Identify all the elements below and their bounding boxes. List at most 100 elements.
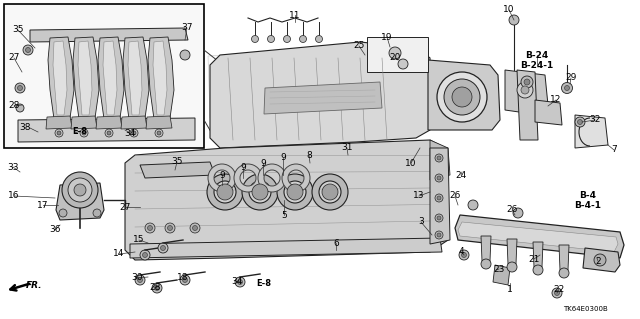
Polygon shape (455, 215, 624, 258)
Circle shape (55, 129, 63, 137)
Circle shape (161, 246, 166, 250)
Polygon shape (48, 37, 74, 119)
Text: 30: 30 (131, 273, 143, 283)
Text: 18: 18 (177, 273, 189, 283)
Circle shape (459, 250, 469, 260)
Text: 26: 26 (449, 191, 461, 201)
Polygon shape (53, 41, 67, 115)
Circle shape (16, 104, 24, 112)
Circle shape (252, 184, 268, 200)
Polygon shape (535, 100, 562, 125)
Polygon shape (130, 238, 442, 258)
Circle shape (437, 176, 441, 180)
Circle shape (180, 275, 190, 285)
Circle shape (398, 59, 408, 69)
Polygon shape (575, 115, 608, 148)
Text: 6: 6 (333, 239, 339, 248)
Text: 13: 13 (413, 191, 425, 201)
Circle shape (130, 129, 138, 137)
Polygon shape (140, 162, 215, 178)
Circle shape (93, 209, 101, 217)
Polygon shape (96, 116, 122, 129)
Circle shape (322, 184, 338, 200)
Circle shape (284, 35, 291, 42)
Text: 19: 19 (381, 33, 393, 41)
Circle shape (552, 288, 562, 298)
Circle shape (577, 120, 582, 124)
Circle shape (452, 87, 472, 107)
Circle shape (145, 223, 155, 233)
Circle shape (23, 45, 33, 55)
Text: 34: 34 (124, 129, 136, 137)
Circle shape (147, 226, 152, 231)
Circle shape (444, 79, 480, 115)
Circle shape (559, 268, 569, 278)
Circle shape (155, 129, 163, 137)
Polygon shape (71, 116, 97, 129)
Text: 12: 12 (550, 95, 562, 105)
Text: 9: 9 (260, 159, 266, 167)
Text: 27: 27 (8, 54, 20, 63)
Circle shape (140, 250, 150, 260)
Circle shape (481, 259, 491, 269)
Polygon shape (505, 70, 548, 115)
Circle shape (152, 283, 162, 293)
Text: 35: 35 (12, 26, 24, 34)
Circle shape (437, 156, 441, 160)
Text: 20: 20 (389, 54, 401, 63)
Circle shape (105, 129, 113, 137)
Text: 17: 17 (37, 201, 49, 210)
Circle shape (435, 194, 443, 202)
Text: B-4: B-4 (579, 190, 596, 199)
Polygon shape (559, 245, 569, 270)
Circle shape (435, 174, 443, 182)
Circle shape (316, 35, 323, 42)
Text: E-8: E-8 (72, 127, 88, 136)
Polygon shape (264, 82, 382, 114)
Text: 2: 2 (595, 256, 601, 265)
Polygon shape (30, 28, 188, 42)
Polygon shape (458, 222, 618, 252)
Circle shape (193, 226, 198, 231)
Polygon shape (128, 41, 142, 115)
Polygon shape (78, 41, 92, 115)
Polygon shape (98, 37, 124, 119)
Circle shape (521, 86, 529, 94)
Bar (4, 4, 204, 148)
Circle shape (158, 243, 168, 253)
Text: TK64E0300B: TK64E0300B (563, 306, 607, 312)
Circle shape (437, 216, 441, 220)
Text: 9: 9 (280, 153, 286, 162)
Circle shape (107, 131, 111, 135)
Circle shape (435, 231, 443, 239)
Circle shape (437, 196, 441, 200)
Circle shape (235, 277, 245, 287)
Polygon shape (428, 60, 500, 130)
Circle shape (68, 178, 92, 202)
Circle shape (389, 47, 401, 59)
Circle shape (26, 48, 31, 53)
Circle shape (15, 83, 25, 93)
Text: 14: 14 (113, 249, 125, 258)
Polygon shape (533, 242, 543, 267)
Circle shape (80, 129, 88, 137)
Text: E-8: E-8 (257, 279, 271, 288)
Text: 15: 15 (133, 235, 145, 244)
Polygon shape (430, 140, 450, 180)
Text: B-24: B-24 (525, 50, 548, 60)
Text: 34: 34 (231, 277, 243, 286)
Circle shape (437, 233, 441, 237)
Circle shape (59, 209, 67, 217)
Circle shape (468, 200, 478, 210)
Polygon shape (208, 46, 380, 118)
Text: 38: 38 (19, 123, 31, 132)
Circle shape (300, 35, 307, 42)
Text: 9: 9 (240, 164, 246, 173)
Circle shape (521, 76, 533, 88)
Text: 23: 23 (493, 264, 505, 273)
Circle shape (17, 85, 22, 91)
Text: 31: 31 (341, 144, 353, 152)
Polygon shape (481, 236, 491, 261)
Polygon shape (73, 37, 99, 119)
Circle shape (237, 279, 243, 285)
